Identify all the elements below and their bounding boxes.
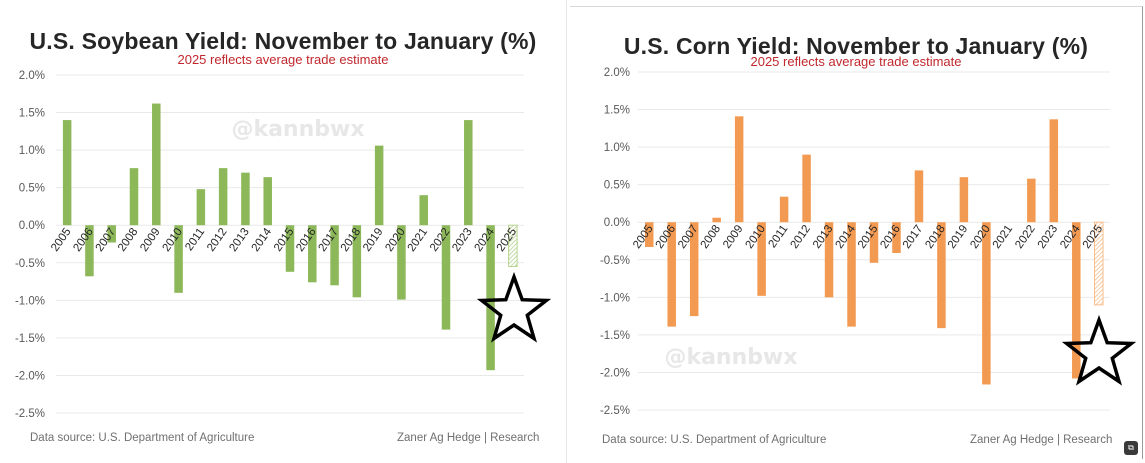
corn-bar-2025 xyxy=(1094,221,1104,306)
corn-category-label-2017: 2017 xyxy=(901,223,926,251)
corn-y-tick-label: 0.5% xyxy=(604,180,630,192)
soybean-bar-chart: 2.0% 1.5% 1.0% 0.5% 0.0% -0.5% -1.0% -1.5% -2.0%… xyxy=(15,70,552,420)
corn-bar-2019 xyxy=(959,177,969,223)
corn-category-label-2012: 2012 xyxy=(789,223,814,251)
soybean-y-tick-label: -1.5% xyxy=(15,333,45,345)
soybean-bar-2025 xyxy=(508,224,518,268)
corn-category-label-2023: 2023 xyxy=(1036,223,1061,251)
soybean-y-tick-label: -2.0% xyxy=(15,370,45,382)
soybean-bar-2022 xyxy=(441,225,451,330)
corn-bar-2009 xyxy=(734,116,744,223)
corn-chart-title: U.S. Corn Yield: November to January (%) xyxy=(623,33,1089,59)
corn-y-tick-label: 1.0% xyxy=(604,142,630,154)
soybean-bar-2009 xyxy=(152,103,161,226)
corn-bar-2006 xyxy=(667,222,676,327)
corn-bar-2018 xyxy=(937,222,946,329)
soybean-bar-2014 xyxy=(263,177,272,226)
corn-bar-2016 xyxy=(892,222,901,254)
soybean-data-source: Data source: U.S. Department of Agricult… xyxy=(30,432,255,444)
soybean-bar-2019 xyxy=(374,145,384,226)
corn-bar-2007 xyxy=(689,222,699,317)
corn-category-label-2008: 2008 xyxy=(699,223,724,251)
soybean-bar-2016 xyxy=(308,225,317,283)
soybean-watermark: @kannbwx xyxy=(231,117,364,142)
soybean-category-label-2014: 2014 xyxy=(250,226,275,254)
corn-y-tick-label: -0.5% xyxy=(600,255,630,267)
corn-y-tick-label: -1.5% xyxy=(600,330,630,342)
soybean-category-label-2013: 2013 xyxy=(227,226,252,254)
soybean-bar-2012 xyxy=(218,168,228,226)
soybean-y-tick-label: -1.0% xyxy=(15,295,45,307)
soybean-bar-2010 xyxy=(174,225,183,293)
corn-y-tick-label: -2.5% xyxy=(600,405,630,417)
soybean-y-tick-label: 1.5% xyxy=(19,108,45,120)
corn-category-label-2022: 2022 xyxy=(1013,223,1038,251)
soybean-category-label-2023: 2023 xyxy=(450,226,475,254)
soybean-bar-2008 xyxy=(129,168,139,226)
soybean-y-tick-label: -0.5% xyxy=(15,258,45,270)
soybean-y-tick-label: 0.5% xyxy=(19,183,45,195)
corn-bar-2020 xyxy=(982,222,991,385)
corn-bar-2024 xyxy=(1072,222,1081,379)
corn-bar-2012 xyxy=(802,154,811,223)
soybean-category-label-2009: 2009 xyxy=(138,226,163,254)
capture-icon[interactable]: ⧉ xyxy=(1124,441,1138,455)
soybean-bar-2021 xyxy=(419,195,428,226)
corn-bar-2011 xyxy=(779,196,789,223)
corn-category-label-2011: 2011 xyxy=(767,223,791,250)
soybean-category-label-2008: 2008 xyxy=(116,226,141,254)
soybean-bar-2013 xyxy=(241,172,250,226)
corn-watermark: @kannbwx xyxy=(664,345,797,370)
corn-bar-2010 xyxy=(757,222,766,296)
corn-bar-2008 xyxy=(712,217,721,223)
soybean-bar-2005 xyxy=(62,120,72,226)
soybean-star-annotation-icon xyxy=(476,271,552,343)
soybean-bar-2023 xyxy=(464,120,473,226)
soybean-bar-2006 xyxy=(85,225,94,277)
corn-y-tick-label: -1.0% xyxy=(600,292,630,304)
soybean-y-tick-label: -2.5% xyxy=(15,408,45,420)
soybean-y-tick-label: 2.0% xyxy=(19,70,45,82)
soybean-bar-2020 xyxy=(397,225,406,300)
corn-bar-2023 xyxy=(1049,119,1059,223)
soybean-category-label-2011: 2011 xyxy=(183,226,207,253)
corn-bar-2013 xyxy=(824,222,834,298)
corn-y-tick-label: 1.5% xyxy=(604,105,630,117)
soybean-y-tick-label: 1.0% xyxy=(19,145,45,157)
corn-chart-subtitle: 2025 reflects average trade estimate xyxy=(750,54,962,69)
corn-y-tick-label: 2.0% xyxy=(604,67,630,79)
corn-data-source: Data source: U.S. Department of Agricult… xyxy=(602,434,827,446)
corn-bar-chart: 2.0% 1.5% 1.0% 0.5% 0.0% -0.5% -1.0% -1.5% -2.0%… xyxy=(600,67,1137,417)
corn-y-tick-label: -2.0% xyxy=(600,367,630,379)
corn-bar-2014 xyxy=(847,222,856,327)
soybean-category-label-2012: 2012 xyxy=(205,226,230,254)
corn-bar-2005 xyxy=(644,222,654,248)
corn-bar-2015 xyxy=(869,222,879,263)
corn-credit: Zaner Ag Hedge | Research xyxy=(970,434,1113,446)
corn-star-annotation-icon xyxy=(1061,314,1137,386)
corn-bar-2017 xyxy=(914,170,924,223)
soybean-category-label-2021: 2021 xyxy=(406,226,431,254)
soybean-bar-2011 xyxy=(196,189,206,226)
soybean-chart-subtitle: 2025 reflects average trade estimate xyxy=(177,52,389,67)
corn-category-label-2009: 2009 xyxy=(721,223,746,251)
soybean-bar-2024 xyxy=(486,225,495,371)
soybean-category-label-2019: 2019 xyxy=(361,226,386,254)
soybean-credit: Zaner Ag Hedge | Research xyxy=(397,432,540,444)
soybean-chart-panel: U.S. Soybean Yield: November to January … xyxy=(0,0,566,463)
soybean-y-tick-label: 0.0% xyxy=(19,220,45,232)
corn-y-tick-label: 0.0% xyxy=(604,217,630,229)
corn-bar-2022 xyxy=(1027,178,1036,223)
corn-category-label-2019: 2019 xyxy=(946,223,971,251)
soybean-bar-2015 xyxy=(285,225,295,272)
soybean-chart-title: U.S. Soybean Yield: November to January … xyxy=(29,28,537,54)
panel-divider xyxy=(566,0,567,463)
soybean-bar-2007 xyxy=(107,225,116,243)
corn-chart-panel: U.S. Corn Yield: November to January (%)… xyxy=(570,6,1143,459)
corn-category-label-2021: 2021 xyxy=(991,223,1016,251)
soybean-category-label-2005: 2005 xyxy=(49,226,74,254)
soybean-bar-2017 xyxy=(330,225,339,286)
soybean-bar-2018 xyxy=(352,225,362,298)
